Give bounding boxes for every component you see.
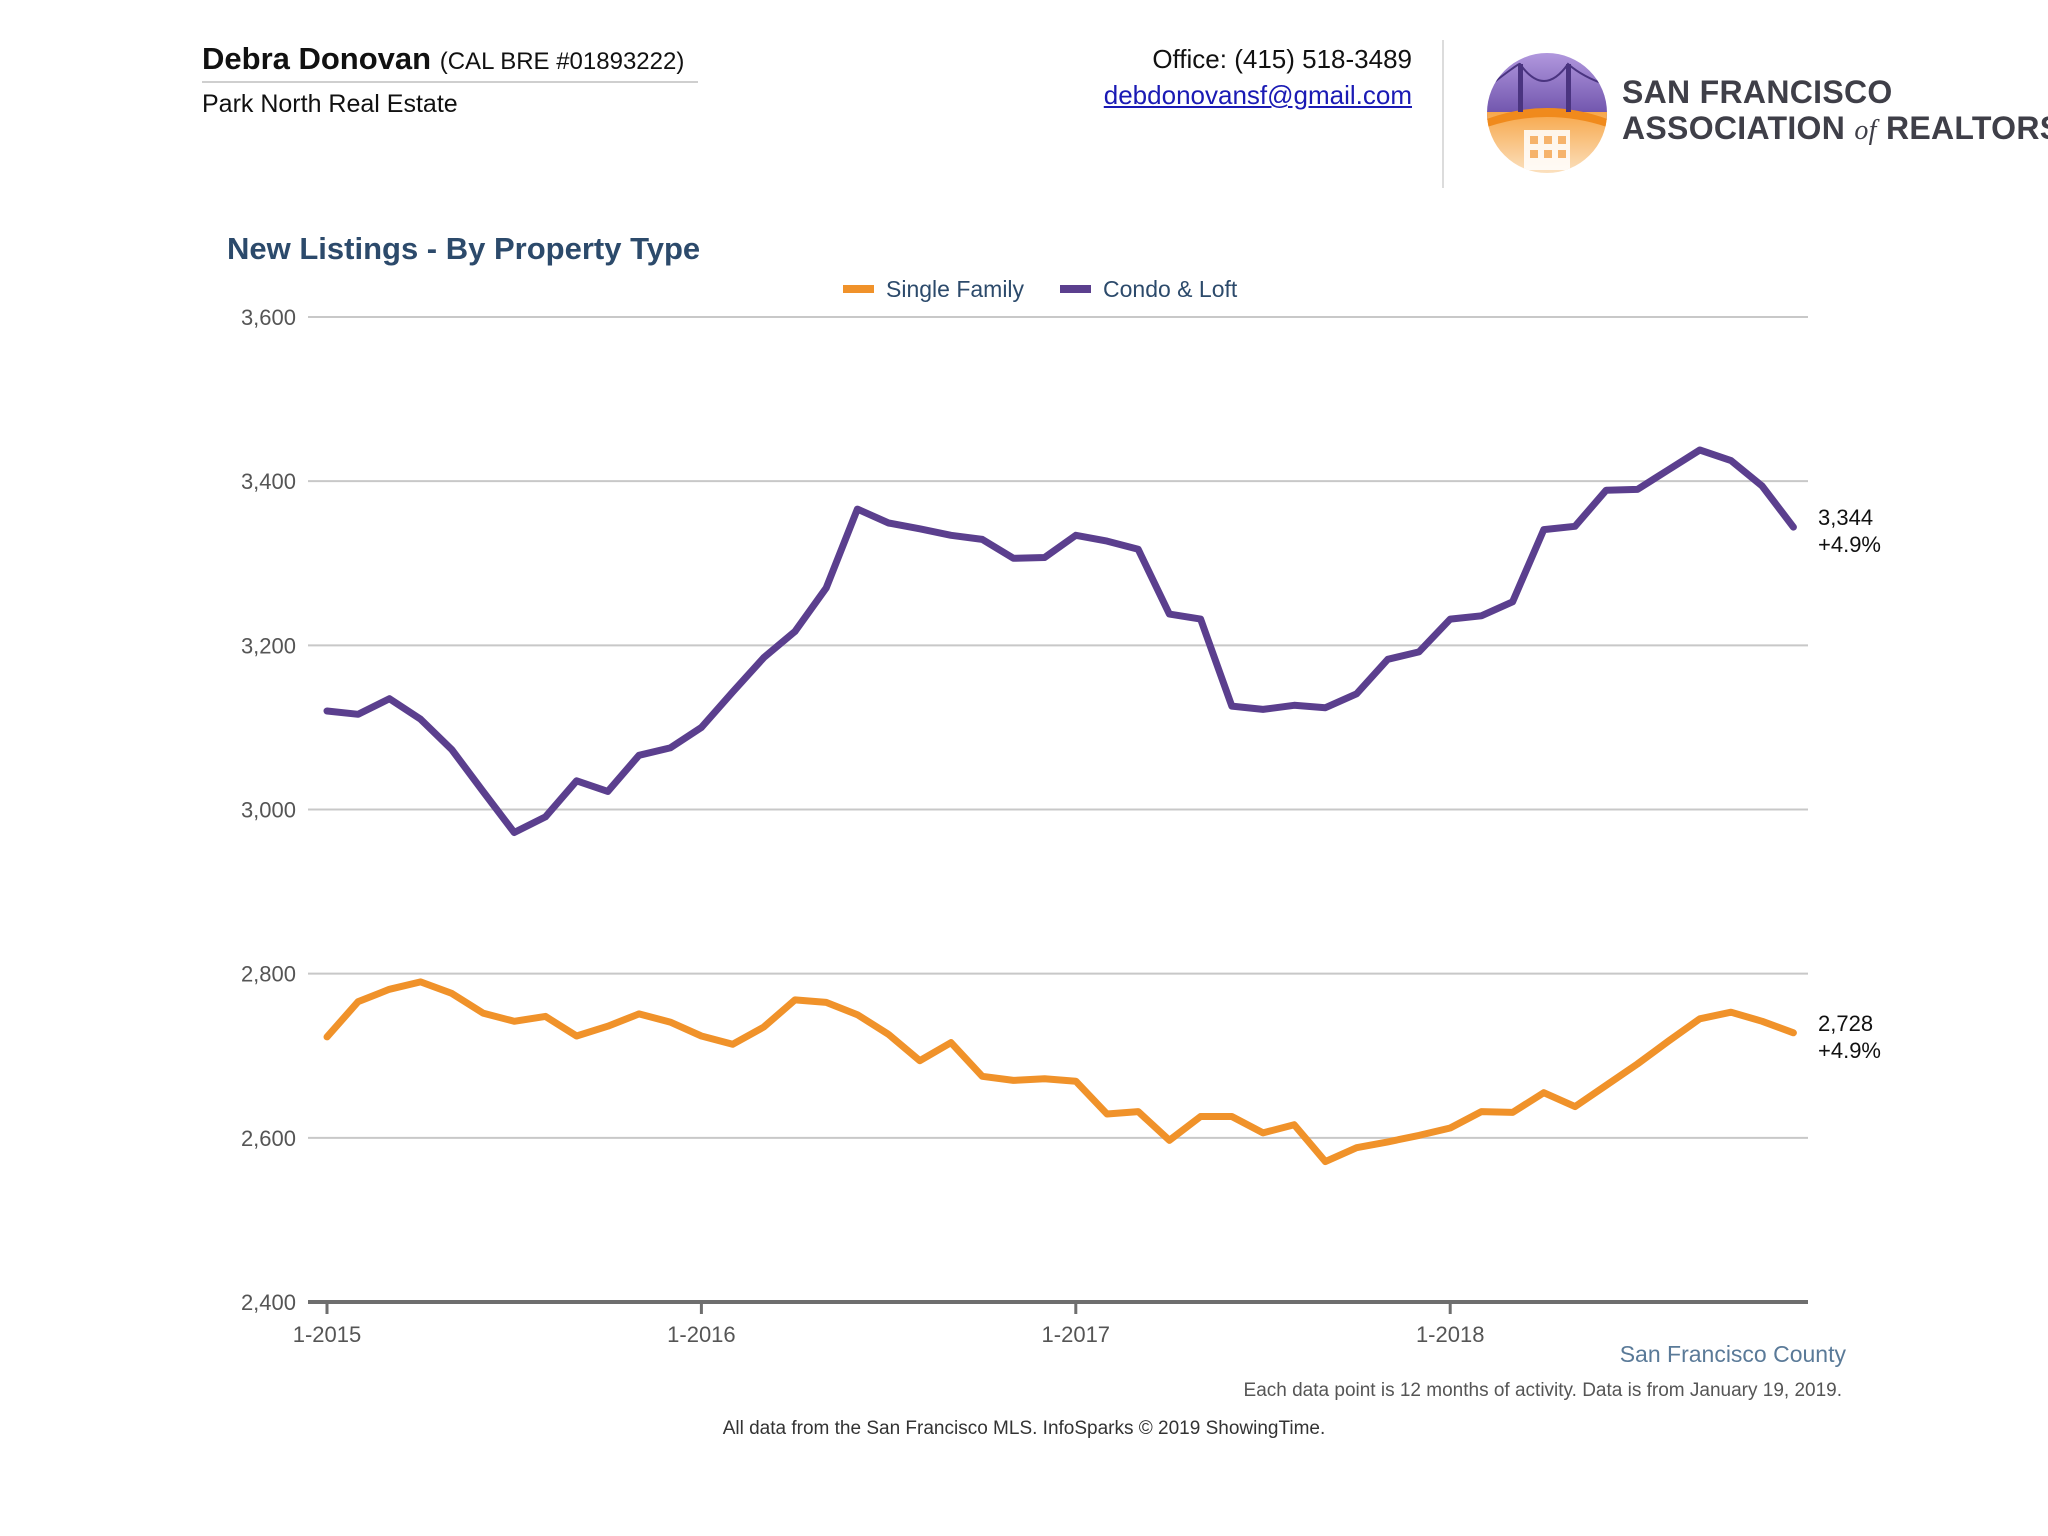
- logo-of: of: [1854, 115, 1877, 146]
- header-divider: [202, 81, 698, 83]
- end-value-labels: 2,728+4.9%3,344+4.9%: [1818, 505, 1881, 1063]
- region-label: San Francisco County: [1619, 1341, 1846, 1367]
- x-tick-label: 1-2016: [667, 1322, 736, 1347]
- x-axis: 1-2015 1-2016 1-2017 1-2018: [293, 1300, 1808, 1347]
- legend-label: Condo & Loft: [1103, 276, 1238, 302]
- agent-company: Park North Real Estate: [202, 90, 458, 118]
- source-note: All data from the San Francisco MLS. Inf…: [722, 1418, 1326, 1439]
- end-value-label: 3,344: [1818, 505, 1873, 530]
- sfar-logo-icon: [1487, 53, 1607, 173]
- agent-name-text: Debra Donovan: [202, 41, 432, 76]
- y-tick-label: 3,600: [241, 305, 296, 330]
- chart-grid: [308, 316, 1808, 1139]
- x-tick-label: 1-2018: [1416, 1322, 1485, 1347]
- y-tick-label: 3,000: [241, 798, 296, 823]
- y-tick-label: 3,200: [241, 633, 296, 658]
- data-note: Each data point is 12 months of activity…: [1243, 1380, 1842, 1401]
- agent-name: Debra Donovan (CAL BRE #01893222): [202, 41, 684, 77]
- y-tick-label: 3,400: [241, 469, 296, 494]
- office-phone: Office: (415) 518-3489: [1152, 44, 1412, 74]
- logo-association: ASSOCIATION: [1622, 110, 1846, 146]
- single-family-line: [323, 978, 1797, 1166]
- logo-text-line2: ASSOCIATION of REALTORS®: [1622, 110, 2048, 147]
- y-tick-label: 2,600: [241, 1126, 296, 1151]
- logo-realtors: REALTORS: [1885, 110, 2048, 146]
- condo-loft-line: [323, 446, 1797, 836]
- end-value-label: 2,728: [1818, 1011, 1873, 1036]
- logo-text-line1: SAN FRANCISCO: [1622, 74, 1893, 110]
- end-change-label: +4.9%: [1818, 532, 1881, 557]
- x-tick-label: 1-2017: [1042, 1322, 1111, 1347]
- chart-title: New Listings - By Property Type: [227, 231, 700, 266]
- agent-license: (CAL BRE #01893222): [439, 48, 685, 75]
- end-change-label: +4.9%: [1818, 1038, 1881, 1063]
- legend-label: Single Family: [886, 276, 1025, 302]
- x-tick-label: 1-2015: [293, 1322, 362, 1347]
- chart-legend: Single Family Condo & Loft: [843, 276, 1238, 302]
- y-tick-label: 2,800: [241, 962, 296, 987]
- y-tick-label: 2,400: [241, 1290, 296, 1315]
- vertical-divider: [1442, 40, 1444, 188]
- email-link[interactable]: debdonovansf@gmail.com: [1103, 80, 1412, 110]
- y-axis-ticks: 2,400 2,600 2,800 3,000 3,200 3,400 3,600: [241, 305, 296, 1315]
- chart-series: [323, 446, 1797, 1166]
